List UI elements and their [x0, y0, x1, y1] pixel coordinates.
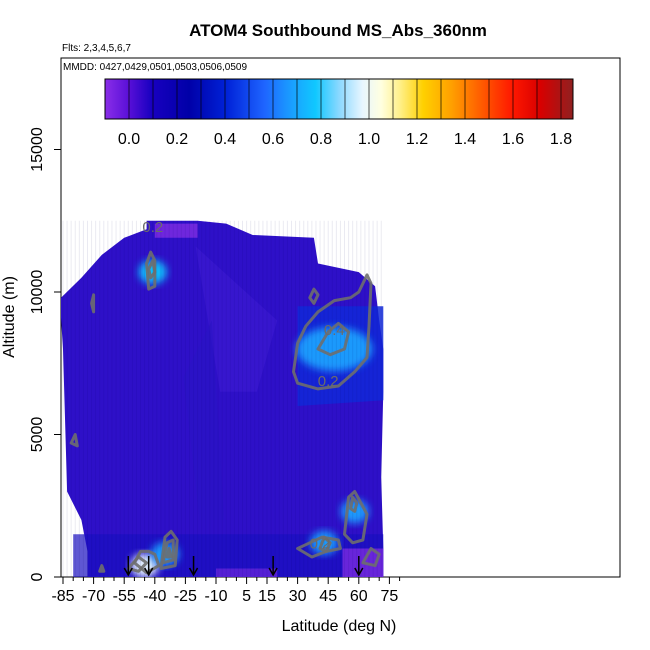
mid-purple-band — [195, 246, 278, 392]
contour-line — [147, 259, 157, 280]
contour-line — [343, 490, 369, 545]
contour-line — [292, 273, 373, 391]
hotspot-1 — [296, 327, 373, 371]
colorbar-tick-label: 0.2 — [166, 131, 188, 148]
contour-line — [161, 538, 175, 565]
profile-arrow-head — [354, 567, 364, 577]
contour-label: 0.2 — [142, 219, 163, 236]
contour-line — [318, 535, 332, 553]
lower-purple-band — [183, 320, 225, 520]
y-axis: 0 5000 10000 15000 — [29, 127, 61, 581]
heatmap-field — [61, 220, 384, 577]
x-axis: -85 -70 -55 -40 -25 -10 5 15 30 45 60 75 — [51, 577, 401, 605]
colorbar-tick-label: 0.0 — [118, 131, 140, 148]
surface-purple-patch-2 — [216, 568, 278, 577]
profile-arrow-head — [268, 567, 278, 577]
x-tick-label: 45 — [319, 588, 337, 605]
colorbar-tick-label: 1.0 — [358, 131, 380, 148]
flights-note: Flts: 2,3,4,5,6,7 — [62, 43, 131, 54]
contour-lines — [69, 250, 381, 575]
y-axis-label: Altitude (m) — [1, 276, 18, 358]
contour-label: 0.2 — [318, 373, 339, 390]
x-tick-label: -70 — [82, 588, 105, 605]
colorbar-tick-label: 0.6 — [262, 131, 284, 148]
contour-label: 0.4 — [324, 322, 345, 339]
x-tick-label: 60 — [350, 588, 368, 605]
dates-note: MMDD: 0427,0429,0501,0503,0506,0509 — [63, 62, 247, 73]
hotspot-3 — [310, 530, 339, 555]
contour-line — [316, 321, 351, 357]
colorbar-tick-label: 1.8 — [550, 131, 572, 148]
x-tick-label: -25 — [174, 588, 197, 605]
contour-line — [159, 529, 179, 570]
x-axis-label: Latitude (deg N) — [282, 618, 397, 635]
colorbar: 0.0 0.2 0.4 0.6 0.8 1.0 1.2 1.4 1.6 1.8 — [104, 78, 574, 148]
contour-label: 0.2 — [310, 536, 331, 553]
contour-line — [361, 547, 381, 568]
contour-line — [349, 495, 359, 513]
contour-line — [98, 564, 106, 573]
contour-line — [296, 535, 342, 559]
colorbar-gradient — [104, 78, 574, 120]
upper-purple-band — [154, 223, 198, 238]
contour-labels: 0.2 0.4 0.2 0.2 — [142, 219, 344, 552]
profile-arrow-head — [144, 567, 154, 577]
x-tick-label: 30 — [289, 588, 307, 605]
colorbar-tick-label: 0.4 — [214, 131, 236, 148]
profile-arrows — [123, 556, 364, 577]
contour-line — [308, 287, 320, 305]
profile-arrow-head — [188, 567, 199, 577]
y-tick-label: 15000 — [29, 127, 46, 172]
colorbar-ticks: 0.0 0.2 0.4 0.6 0.8 1.0 1.2 1.4 1.6 1.8 — [118, 79, 572, 148]
x-tick-label: -55 — [113, 588, 136, 605]
y-tick-label: 5000 — [29, 417, 46, 453]
colorbar-tick-label: 1.6 — [502, 131, 524, 148]
colorbar-tick-label: 0.8 — [310, 131, 332, 148]
y-tick-label: 10000 — [29, 270, 46, 315]
x-tick-label: -85 — [51, 588, 74, 605]
contour-line — [90, 293, 96, 314]
profile-arrow-head — [123, 567, 133, 577]
contour-line — [165, 547, 173, 559]
y-tick-label: 0 — [29, 572, 46, 581]
colorbar-tick-label: 1.4 — [454, 131, 476, 148]
colorbar-tick-label: 1.2 — [406, 131, 428, 148]
x-tick-label: 15 — [258, 588, 276, 605]
x-tick-label: -40 — [143, 588, 166, 605]
contour-line — [69, 433, 79, 448]
x-tick-label: -10 — [204, 588, 227, 605]
x-tick-label: 75 — [381, 588, 399, 605]
x-tick-label: 5 — [242, 588, 251, 605]
contour-line — [126, 555, 149, 573]
chart-title: ATOM4 Southbound MS_Abs_360nm — [189, 21, 487, 40]
